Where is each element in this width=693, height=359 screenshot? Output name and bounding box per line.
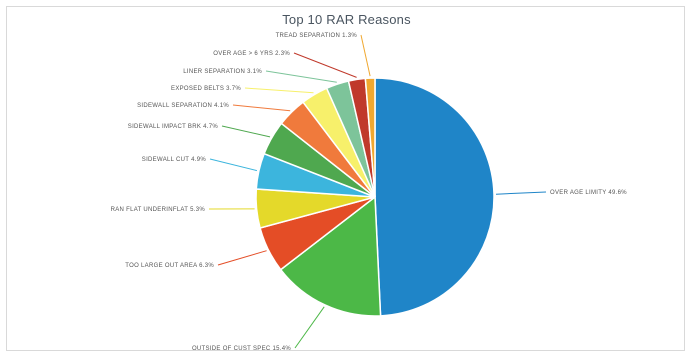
leader-line-8 <box>244 87 314 94</box>
leader-line-6 <box>221 125 271 138</box>
slice-label-11: TREAD SEPARATION 1.3% <box>276 33 358 39</box>
leader-line-5 <box>209 158 258 172</box>
slice-label-10: OVER AGE > 6 YRS 2.3% <box>213 51 290 57</box>
pie-slice-11[interactable] <box>364 77 376 198</box>
slice-label-7: SIDEWALL SEPARATION 4.1% <box>137 103 229 109</box>
slice-label-8: EXPOSED BELTS 3.7% <box>171 86 241 92</box>
slice-label-4: RAN FLAT UNDERINFLAT 5.3% <box>111 207 206 213</box>
leader-line-2 <box>294 306 325 349</box>
pie-slice-2[interactable] <box>279 195 382 317</box>
leader-line-3 <box>217 250 267 266</box>
slice-label-1: OVER AGE LIMITY 49.6% <box>550 190 627 196</box>
leader-line-10 <box>293 52 357 78</box>
chart-title: Top 10 RAR Reasons <box>282 12 411 27</box>
slice-label-5: SIDEWALL CUT 4.9% <box>142 157 207 163</box>
slice-label-3: TOO LARGE OUT AREA 6.3% <box>125 263 214 269</box>
leader-line-9 <box>265 70 337 83</box>
leader-line-1 <box>495 191 547 195</box>
leader-line-7 <box>232 104 291 112</box>
slice-label-2: OUTSIDE OF CUST SPEC 15.4% <box>192 346 291 352</box>
slice-label-6: SIDEWALL IMPACT BRK 4.7% <box>128 124 219 130</box>
pie-slice-1[interactable] <box>374 77 495 317</box>
slice-label-9: LINER SEPARATION 3.1% <box>183 69 262 75</box>
leader-line-11 <box>360 34 371 77</box>
